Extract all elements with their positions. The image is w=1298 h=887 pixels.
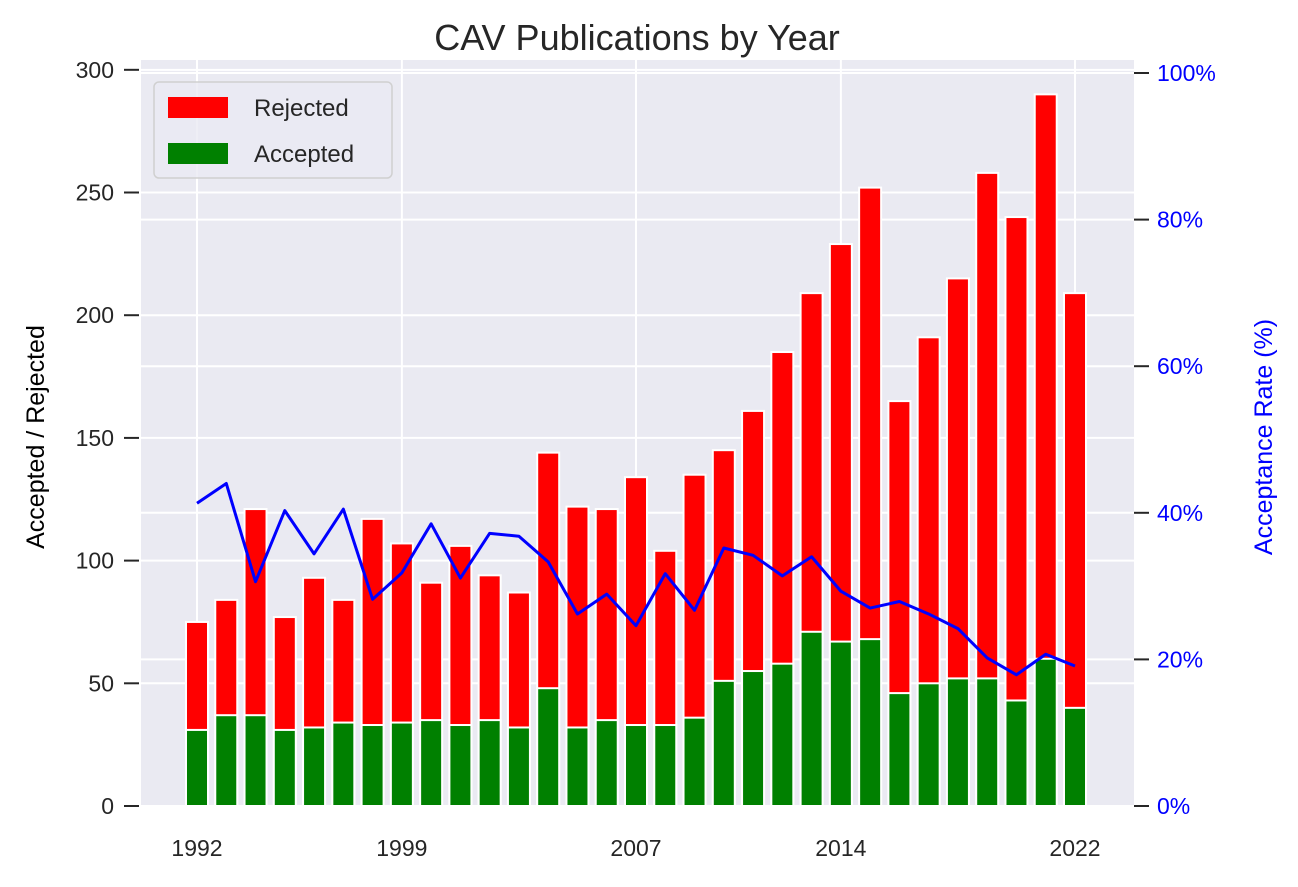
y-tick-label: 100 [76, 548, 114, 574]
bar-accepted [741, 670, 766, 807]
y-tick-label: 150 [76, 425, 114, 451]
y2-tick-label: 60% [1157, 353, 1203, 379]
bar-accepted [477, 719, 502, 807]
bar-accepted [945, 677, 970, 807]
bar-accepted [506, 726, 531, 808]
x-tick-label: 2014 [815, 835, 866, 861]
y2-tick-label: 100% [1157, 60, 1216, 86]
rate-line-layer [196, 481, 1076, 677]
y-tick-label: 250 [76, 180, 114, 206]
bar-accepted [214, 714, 239, 807]
bar-accepted [331, 721, 356, 808]
bar-accepted [916, 682, 941, 807]
x-tick-label: 1992 [171, 835, 222, 861]
acceptance-rate-line [196, 481, 1076, 677]
y2-tick-label: 0% [1157, 793, 1190, 819]
bar-accepted [185, 728, 209, 807]
y2-axis-label: Acceptance Rate (%) [1250, 319, 1278, 555]
bar-accepted [272, 728, 297, 807]
bar-accepted [594, 719, 619, 807]
bar-accepted [360, 724, 385, 807]
x-tick-label: 2007 [610, 835, 661, 861]
y2-tick-label: 20% [1157, 646, 1203, 672]
chart-title: CAV Publications by Year [434, 17, 840, 58]
legend-label-rejected: Rejected [254, 95, 349, 122]
x-tick-label: 1999 [376, 835, 427, 861]
bar-accepted [858, 638, 883, 808]
legend-label-accepted: Accepted [254, 141, 354, 168]
y2-tick-label: 40% [1157, 500, 1203, 526]
bar-accepted [389, 721, 414, 808]
bar-accepted [828, 640, 853, 807]
y-tick-label: 50 [88, 670, 114, 696]
bar-accepted [536, 687, 561, 807]
bar-accepted [243, 714, 268, 807]
legend-swatch-rejected [168, 97, 228, 118]
x-tick-label: 2022 [1049, 835, 1100, 861]
bar-accepted [565, 726, 590, 808]
bars [185, 93, 1087, 808]
legend-swatch-accepted [168, 143, 228, 164]
bar-accepted [302, 726, 327, 808]
bar-accepted [770, 662, 795, 808]
bar-accepted [711, 679, 736, 808]
bar-accepted [799, 630, 824, 807]
bar-accepted [682, 716, 707, 807]
bar-accepted [448, 724, 473, 807]
bar-accepted [1004, 699, 1029, 808]
y-axis-label: Accepted / Rejected [22, 325, 50, 549]
axes: 0 50 100 150 200 250 300 0% 20% 40% 60% 80% 100% 1992… [76, 57, 1216, 861]
bar-accepted [624, 724, 648, 807]
bar-accepted [1033, 657, 1058, 808]
y-tick-label: 0 [101, 793, 114, 819]
bar-accepted [653, 724, 678, 807]
bar-accepted [887, 692, 912, 807]
y-tick-label: 200 [76, 302, 114, 328]
y2-tick-label: 80% [1157, 207, 1203, 233]
bar-accepted [1063, 706, 1087, 807]
bar-accepted [419, 719, 444, 807]
bar-accepted [975, 677, 1000, 807]
legend: Rejected Accepted [153, 81, 393, 179]
y-tick-label: 300 [76, 57, 114, 83]
